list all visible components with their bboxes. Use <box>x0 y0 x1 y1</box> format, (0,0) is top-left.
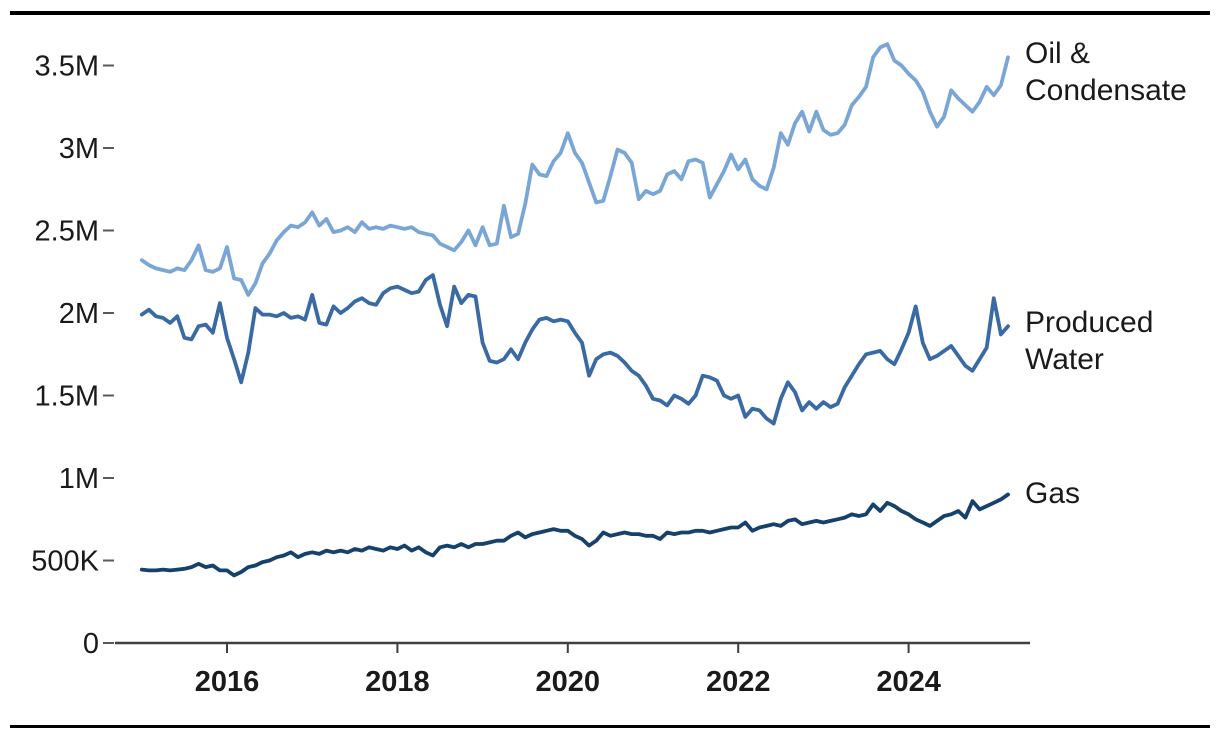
y-axis-tick-label: 3M <box>59 133 99 165</box>
x-axis-tick-label: 2022 <box>706 666 771 698</box>
produced-water-label-line-2: Water <box>1025 343 1104 376</box>
bottom-rule <box>10 725 1210 728</box>
x-axis-tick-label: 2016 <box>195 666 260 698</box>
produced-water-label: Produced Water <box>1025 306 1153 376</box>
y-axis-tick-label: 1.5M <box>35 381 99 413</box>
y-axis-tick-label: 0 <box>83 628 99 660</box>
y-axis-tick-label: 1M <box>59 463 99 495</box>
y-axis-tick-label: 3.5M <box>35 51 99 83</box>
oil-condensate-label: Oil & Condensate <box>1025 37 1187 107</box>
top-rule <box>10 11 1210 15</box>
gas-label: Gas <box>1025 477 1080 510</box>
produced-water-label-line-1: Produced <box>1025 306 1153 339</box>
gas-label-line-1: Gas <box>1025 477 1080 510</box>
oil-condensate-label-line-2: Condensate <box>1025 74 1187 107</box>
y-axis-tick-label: 2M <box>59 298 99 330</box>
y-axis-tick-label: 2.5M <box>35 216 99 248</box>
x-axis-tick-label: 2020 <box>536 666 601 698</box>
x-axis-tick-label: 2024 <box>876 666 941 698</box>
oil-condensate-line <box>139 42 1010 297</box>
y-axis-tick-label: 500K <box>31 546 99 578</box>
produced-water-line <box>139 273 1010 426</box>
gas-line <box>139 492 1010 578</box>
x-axis-tick-label: 2018 <box>365 666 430 698</box>
oil-condensate-label-line-1: Oil & <box>1025 37 1090 70</box>
